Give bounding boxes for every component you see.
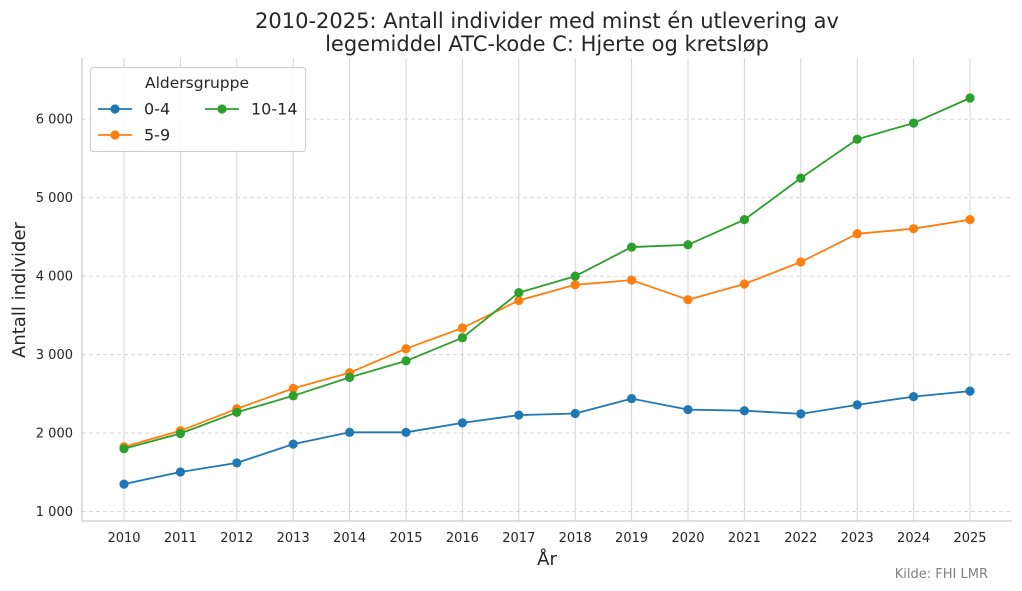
data-point [570,408,580,419]
y-tick-label: 2 000 [36,427,73,442]
data-point [288,383,298,393]
data-point [683,240,693,250]
data-point [175,467,185,477]
legend-item: 10-14 [205,100,298,119]
data-point [627,242,637,252]
x-tick-label: 2012 [220,531,253,546]
data-point [683,295,693,305]
x-tick-label: 2016 [446,531,479,546]
y-tick-label: 5 000 [36,191,73,206]
x-tick-label: 2011 [164,531,197,546]
data-point [627,393,637,404]
data-point [909,392,919,402]
data-point [852,400,862,410]
data-point [909,118,919,128]
data-point [683,404,693,415]
data-point [965,215,975,225]
x-tick-label: 2015 [389,531,422,546]
data-point [457,333,467,343]
legend-label: 0-4 [144,100,170,119]
chart-title-line-1: 2010-2025: Antall individer med minst én… [255,9,839,33]
x-tick-label: 2021 [728,531,761,546]
data-point [514,295,524,306]
data-point [345,427,355,437]
y-axis-label: Antall individer [9,221,30,358]
data-point [739,406,750,416]
data-point [288,439,298,449]
y-tick-label: 6 000 [36,113,73,128]
legend-label: 10-14 [251,100,298,119]
x-tick-label: 2020 [671,531,704,546]
x-axis-label: År [537,548,557,570]
x-tick-label: 2014 [333,531,366,546]
chart-title: 2010-2025: Antall individer med minst én… [255,9,839,56]
legend-box [90,67,306,152]
data-point [852,229,862,239]
data-point [570,271,580,281]
series-line [123,218,971,448]
x-tick-label: 2025 [953,531,986,546]
data-point [796,173,806,183]
data-point [232,407,242,417]
x-tick-label: 2024 [897,531,930,546]
data-point [457,418,467,428]
data-point [965,386,975,396]
data-point [175,428,185,439]
y-tick-label: 4 000 [36,270,73,285]
series-0-4 [119,386,975,489]
data-point [514,410,524,420]
data-point [796,257,806,267]
series-5-9 [119,215,975,452]
data-point [570,280,580,290]
data-point [514,288,524,298]
legend-item: 5-9 [98,126,170,145]
series-line [123,390,971,485]
data-point [288,391,298,401]
x-tick-label: 2010 [107,531,140,546]
gridlines [82,58,1012,521]
axes [81,58,1012,522]
chart-title-line-2: legemiddel ATC-kode C: Hjerte og kretslø… [325,32,769,56]
data-point [739,279,750,289]
x-tick-label: 2019 [615,531,648,546]
x-axis-ticks: 2010 2011 2012 2013 2014 2015 2016 2017 2018 2019… [107,531,986,546]
x-tick-label: 2022 [784,531,817,546]
data-point [401,344,411,354]
data-point [119,444,129,454]
x-tick-label: 2013 [277,531,310,546]
x-tick-label: 2023 [841,531,874,546]
data-point [965,93,975,103]
data-point [401,356,411,366]
data-point [909,224,919,234]
y-tick-label: 1 000 [36,505,73,520]
legend-label: 5-9 [144,126,170,145]
series-line [123,97,971,450]
data-point [345,372,355,382]
legend-title: Aldersgruppe [145,74,249,92]
data-point [739,215,750,225]
data-point [852,134,862,144]
y-tick-label: 3 000 [36,348,73,363]
legend-swatch-marker [110,104,120,114]
legend-swatch-marker [217,104,227,114]
source-note: Kilde: FHI LMR [895,567,988,582]
data-point [457,323,467,333]
legend-item: 0-4 [98,100,170,119]
data-point [119,479,129,489]
y-axis-ticks: 1 000 2 000 3 000 4 000 5 000 6 000 [36,113,73,520]
x-tick-label: 2017 [502,531,535,546]
data-point [796,409,806,419]
series-group [119,93,975,489]
legend: Aldersgruppe 0-4 5-9 10-14 [90,67,306,152]
legend-swatch-marker [110,130,120,140]
x-tick-label: 2018 [559,531,592,546]
data-point [401,427,411,437]
series-10-14 [119,93,975,454]
data-point [232,458,242,468]
data-point [627,275,637,285]
